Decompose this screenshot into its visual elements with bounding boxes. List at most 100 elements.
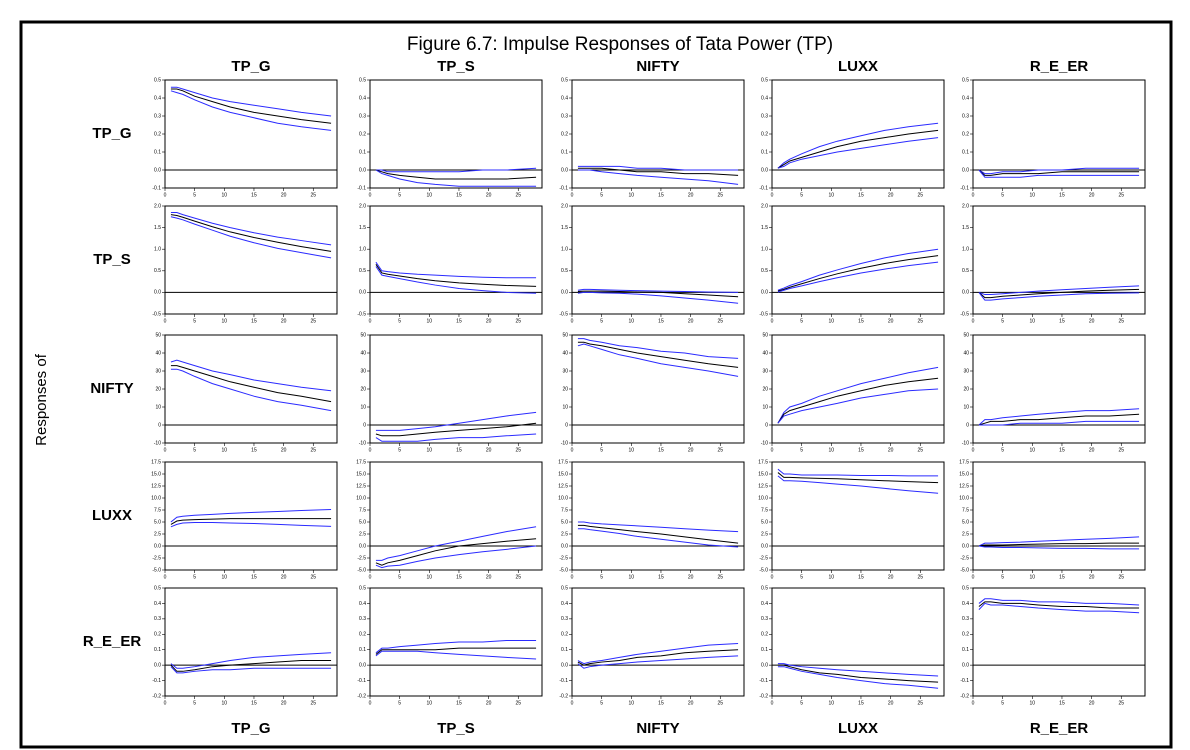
y-tick-label: 12.5	[959, 483, 969, 489]
response-line	[375, 422, 537, 437]
response-line	[777, 666, 939, 689]
y-tick-label: -0.1	[357, 678, 366, 684]
y-tick-label: -5.0	[960, 567, 969, 573]
response-line	[375, 526, 537, 561]
x-tick-label: 10	[222, 574, 228, 580]
response-line	[170, 214, 332, 252]
x-tick-label: 20	[1089, 318, 1095, 324]
x-tick-label: 15	[251, 447, 257, 453]
y-tick-label: -0.5	[960, 311, 969, 317]
response-line	[978, 288, 1140, 299]
x-tick-label: 10	[829, 192, 835, 198]
y-tick-label: 0.5	[561, 585, 568, 591]
y-tick-label: 1.0	[561, 247, 568, 253]
panel-frame	[369, 205, 543, 315]
y-tick-label: 0	[765, 422, 768, 428]
panel-frame	[164, 205, 338, 315]
x-tick-label: 15	[658, 192, 664, 198]
x-tick-label: 20	[688, 700, 694, 706]
x-tick-label: 20	[486, 192, 492, 198]
x-tick-label: 15	[858, 192, 864, 198]
response-line	[978, 169, 1140, 176]
y-tick-label: 0.0	[359, 662, 366, 668]
y-tick-label: 50	[360, 332, 366, 338]
x-tick-label: 20	[888, 318, 894, 324]
x-tick-label: 5	[600, 318, 603, 324]
y-tick-label: 0.0	[561, 543, 568, 549]
y-tick-label: 0.5	[962, 77, 969, 83]
panel-frame	[369, 334, 543, 444]
x-tick-label: 25	[917, 192, 923, 198]
y-tick-label: 0.1	[962, 149, 969, 155]
y-tick-label: 0.5	[761, 585, 768, 591]
response-line	[777, 377, 939, 424]
y-tick-label: 0.0	[962, 662, 969, 668]
response-line	[978, 598, 1140, 606]
y-tick-label: 0.5	[154, 585, 161, 591]
y-tick-label: 0.1	[359, 149, 366, 155]
response-line	[978, 602, 1140, 614]
y-tick-label: 0.0	[962, 167, 969, 173]
x-tick-label: 0	[369, 700, 372, 706]
x-tick-label: 20	[888, 447, 894, 453]
response-line	[170, 90, 332, 131]
response-line	[375, 650, 537, 660]
x-tick-label: 0	[972, 700, 975, 706]
y-tick-label: 12.5	[758, 483, 768, 489]
y-tick-label: -0.1	[759, 678, 768, 684]
x-tick-label: 10	[829, 318, 835, 324]
x-tick-label: 10	[829, 574, 835, 580]
y-tick-label: 0.5	[962, 585, 969, 591]
response-line	[577, 655, 739, 669]
x-tick-label: 25	[515, 192, 521, 198]
panel-frame	[972, 334, 1146, 444]
y-tick-label: -2.5	[960, 555, 969, 561]
y-tick-label: 0.3	[561, 616, 568, 622]
x-tick-label: 15	[658, 447, 664, 453]
x-tick-label: 10	[629, 192, 635, 198]
x-tick-label: 25	[515, 318, 521, 324]
x-tick-label: 25	[515, 700, 521, 706]
column-label: TP_S	[437, 58, 475, 75]
y-tick-label: 0.0	[962, 543, 969, 549]
x-tick-label: 15	[456, 192, 462, 198]
y-tick-label: 5.0	[561, 519, 568, 525]
y-tick-label: 2.0	[761, 203, 768, 209]
response-line	[170, 88, 332, 124]
response-line	[170, 518, 332, 525]
x-tick-label: 20	[486, 447, 492, 453]
y-tick-label: 0.5	[561, 268, 568, 274]
y-tick-label: 5.0	[154, 519, 161, 525]
y-tick-label: -0.5	[559, 311, 568, 317]
panel-frame	[771, 205, 945, 315]
x-tick-label: 15	[858, 700, 864, 706]
y-tick-label: 40	[762, 350, 768, 356]
response-line	[978, 292, 1140, 301]
x-tick-label: 25	[515, 574, 521, 580]
y-tick-label: 40	[562, 350, 568, 356]
x-tick-label: 25	[1118, 574, 1124, 580]
x-tick-label: 25	[310, 700, 316, 706]
y-tick-label: 0.1	[154, 647, 161, 653]
y-tick-label: -0.1	[960, 678, 969, 684]
y-tick-label: -2.5	[357, 555, 366, 561]
y-tick-label: 50	[155, 332, 161, 338]
response-line	[777, 137, 939, 169]
x-tick-label: 10	[829, 447, 835, 453]
x-tick-label: 15	[658, 574, 664, 580]
x-tick-label: 5	[1001, 318, 1004, 324]
x-tick-label: 5	[1001, 700, 1004, 706]
panel-frame	[164, 587, 338, 697]
response-line	[978, 542, 1140, 547]
x-tick-label: 5	[600, 574, 603, 580]
column-label-bottom: NIFTY	[636, 720, 679, 737]
response-line	[577, 169, 739, 185]
x-tick-label: 20	[888, 574, 894, 580]
y-tick-label: 0.0	[761, 290, 768, 296]
y-tick-label: 0.2	[561, 131, 568, 137]
x-tick-label: 0	[972, 192, 975, 198]
y-tick-label: 10.0	[356, 495, 366, 501]
x-tick-label: 25	[917, 574, 923, 580]
x-tick-label: 0	[771, 447, 774, 453]
y-tick-label: 7.5	[761, 507, 768, 513]
